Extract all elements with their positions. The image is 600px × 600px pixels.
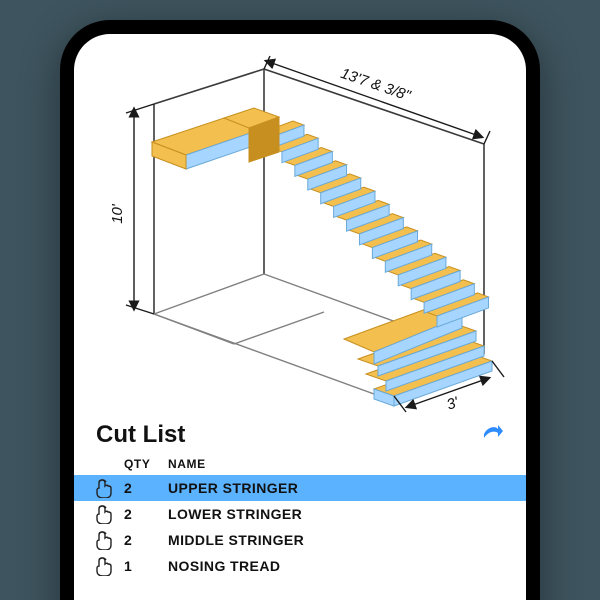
- phone-screen: 13'7 & 3/8" 10' 3' Cut List: [74, 34, 526, 600]
- tap-icon: [96, 478, 124, 498]
- cell-name: MIDDLE STRINGER: [168, 532, 504, 548]
- tap-icon: [96, 556, 124, 576]
- share-icon[interactable]: [480, 420, 504, 449]
- table-row[interactable]: 2UPPER STRINGER: [74, 475, 526, 501]
- table-row[interactable]: 1NOSING TREAD: [74, 553, 526, 579]
- table-row[interactable]: 2LOWER STRINGER: [74, 501, 526, 527]
- col-header-name: NAME: [168, 457, 504, 471]
- cutlist-thead: QTY NAME: [74, 455, 526, 475]
- tap-icon: [96, 504, 124, 524]
- cell-qty: 2: [124, 480, 168, 496]
- cell-qty: 2: [124, 506, 168, 522]
- cell-name: NOSING TREAD: [168, 558, 504, 574]
- dim-depth-label: 3': [444, 394, 461, 414]
- stair-diagram-svg: 13'7 & 3/8" 10' 3': [74, 34, 526, 414]
- phone-frame: 13'7 & 3/8" 10' 3' Cut List: [60, 20, 540, 600]
- tap-icon: [96, 530, 124, 550]
- cutlist-header: Cut List: [74, 414, 526, 455]
- cutlist-title: Cut List: [96, 421, 185, 449]
- col-header-qty: QTY: [124, 457, 168, 471]
- cell-qty: 2: [124, 532, 168, 548]
- dim-height-label: 10': [109, 203, 126, 224]
- cutlist-table: QTY NAME 2UPPER STRINGER2LOWER STRINGER2…: [74, 455, 526, 579]
- cell-qty: 1: [124, 558, 168, 574]
- cell-name: LOWER STRINGER: [168, 506, 504, 522]
- table-row[interactable]: 2MIDDLE STRINGER: [74, 527, 526, 553]
- cell-name: UPPER STRINGER: [168, 480, 504, 496]
- stair-diagram[interactable]: 13'7 & 3/8" 10' 3': [74, 34, 526, 414]
